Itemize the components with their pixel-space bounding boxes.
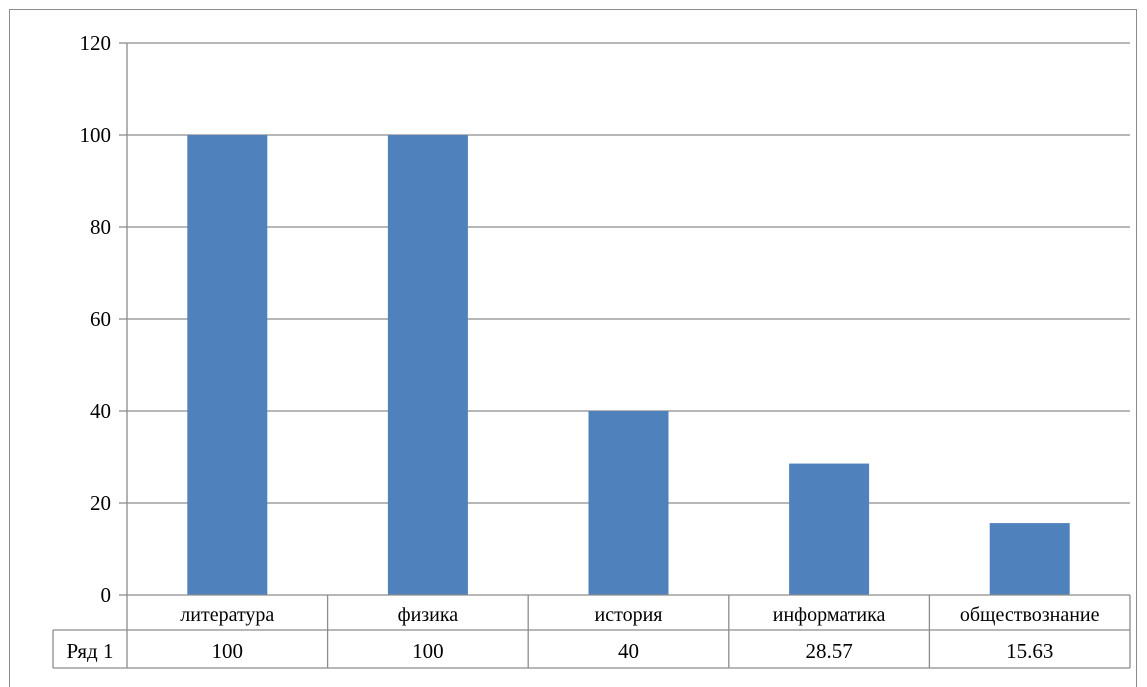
data-table-value: 15.63 (1006, 639, 1053, 663)
y-tick-label: 120 (80, 31, 112, 55)
series-name-cell: Ряд 1 (67, 639, 114, 663)
bar-1 (187, 135, 268, 595)
y-tick-label: 80 (90, 215, 111, 239)
y-tick-label: 0 (101, 583, 112, 607)
data-table-value: 100 (412, 639, 444, 663)
y-tick-label: 60 (90, 307, 111, 331)
y-tick-label: 40 (90, 399, 111, 423)
x-category-label: литература (180, 604, 274, 626)
y-tick-label: 20 (90, 491, 111, 515)
x-category-label: физика (398, 604, 459, 626)
bar-3 (588, 411, 669, 595)
chart-frame (9, 9, 1137, 687)
data-table-value: 40 (618, 639, 639, 663)
data-table-value: 100 (212, 639, 244, 663)
data-table-value: 28.57 (805, 639, 852, 663)
x-category-label: история (595, 604, 663, 626)
x-category-label: информатика (773, 604, 886, 626)
bar-2 (387, 135, 468, 595)
bar-4 (789, 463, 870, 595)
x-category-label: обществознание (960, 604, 1100, 626)
y-tick-label: 100 (80, 123, 112, 147)
bar-5 (989, 523, 1070, 595)
